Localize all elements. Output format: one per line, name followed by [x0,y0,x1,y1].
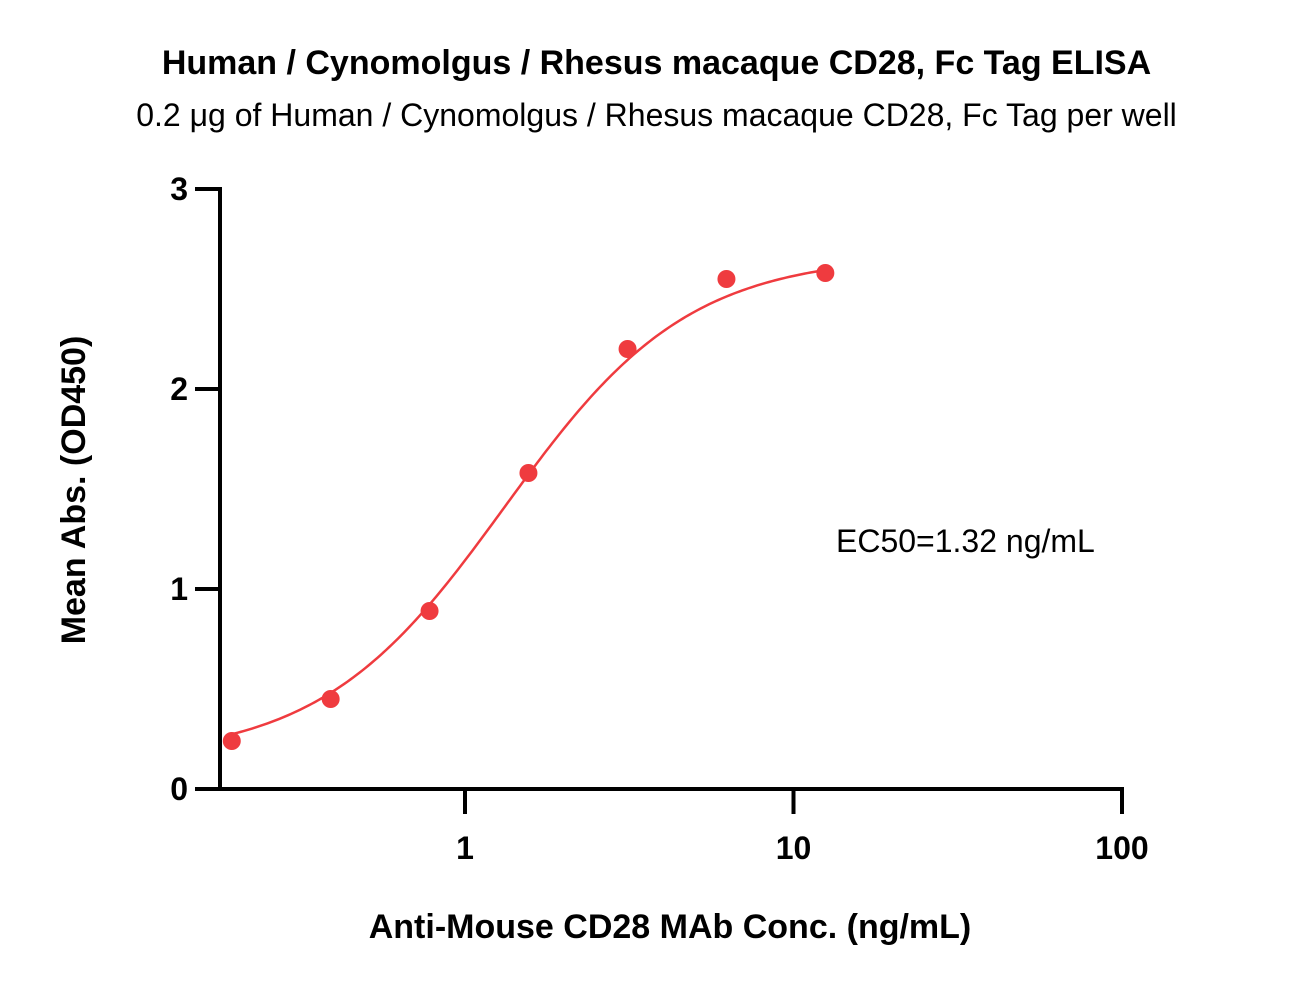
x-tick-label: 100 [1095,830,1148,866]
data-point [717,270,736,288]
x-axis-title: Anti-Mouse CD28 MAb Conc. (ng/mL) [369,908,972,946]
data-point [618,340,637,358]
x-tick-label: 1 [456,830,474,866]
data-point [816,264,835,282]
data-point [222,732,241,750]
y-tick-label: 2 [170,371,188,407]
x-tick-label: 10 [776,830,812,866]
fit-curve [231,268,826,736]
chart-subtitle: 0.2 μg of Human / Cynomolgus / Rhesus ma… [136,97,1177,133]
fit-curve-layer [231,268,826,736]
chart-title: Human / Cynomolgus / Rhesus macaque CD28… [161,44,1152,82]
data-point [321,690,340,708]
ec50-annotation: EC50=1.32 ng/mL [836,523,1095,559]
data-point [420,602,439,620]
y-tick-label: 3 [170,171,188,207]
y-tick-label: 0 [170,771,188,807]
y-tick-label: 1 [170,571,188,607]
y-axis-title: Mean Abs. (OD450) [55,336,93,645]
data-point [519,464,538,482]
data-points-layer [222,264,835,750]
axes: 0 1 2 3 1 10 100 [170,171,1148,866]
